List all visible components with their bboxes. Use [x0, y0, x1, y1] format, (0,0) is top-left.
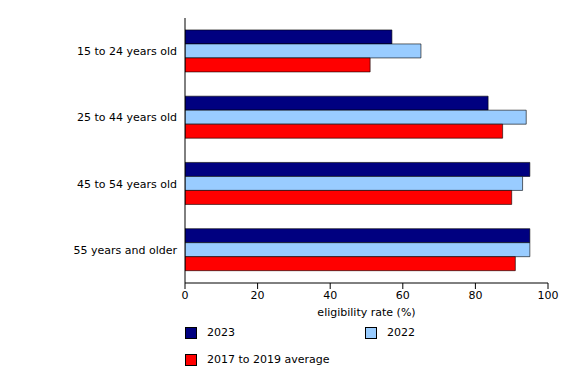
- html-text:2023: 2023: [207, 326, 235, 339]
- svg-text:0: 0: [182, 289, 189, 302]
- svg-text:eligibility rate (%): eligibility rate (%): [317, 306, 415, 319]
- svg-text:25 to 44 years old: 25 to 44 years old: [77, 111, 177, 124]
- svg-text:60: 60: [396, 289, 410, 302]
- svg-text:40: 40: [323, 289, 337, 302]
- svg-text:20: 20: [251, 289, 265, 302]
- svg-text:80: 80: [468, 289, 482, 302]
- svg-text:15 to 24 years old: 15 to 24 years old: [77, 45, 177, 58]
- svg-text:45 to 54 years old: 45 to 54 years old: [77, 178, 177, 191]
- html-text:2022: 2022: [387, 326, 415, 339]
- svg-text:100: 100: [538, 289, 559, 302]
- html-text:2017 to 2019 average: 2017 to 2019 average: [207, 353, 330, 366]
- svg-text:55 years and older: 55 years and older: [73, 244, 177, 257]
